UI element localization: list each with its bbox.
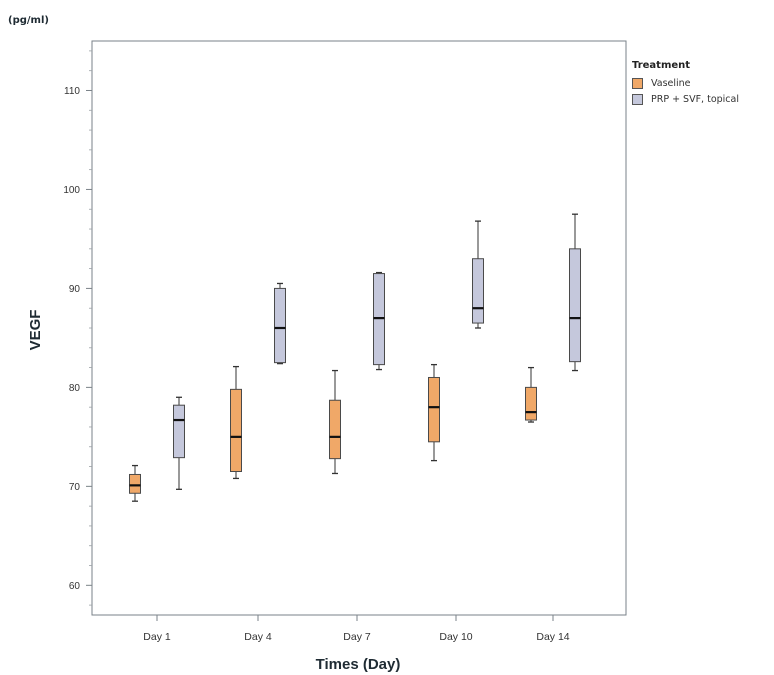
x-axis: Day 1 Day 4 Day 7 Day 10 Day 14 bbox=[143, 615, 570, 643]
box-prp-svf-day-14 bbox=[569, 213, 581, 372]
box-prp-svf-day-10 bbox=[472, 220, 484, 329]
x-tick-label: Day 4 bbox=[244, 631, 272, 643]
box-vaseline-day-10 bbox=[428, 363, 440, 462]
box-iqr bbox=[173, 404, 185, 459]
legend-item-vaseline: Vaseline bbox=[632, 75, 739, 91]
box-prp-svf-day-1 bbox=[173, 396, 185, 490]
box-iqr bbox=[274, 287, 286, 364]
x-axis-title: Times (Day) bbox=[316, 656, 401, 673]
box-series bbox=[129, 213, 581, 502]
box-vaseline-day-7 bbox=[329, 369, 341, 475]
box-iqr bbox=[230, 388, 242, 472]
x-tick-label: Day 7 bbox=[343, 631, 371, 643]
x-tick-label: Day 1 bbox=[143, 631, 171, 643]
box-iqr bbox=[472, 258, 484, 324]
y-tick-label: 90 bbox=[69, 284, 81, 295]
box-prp-svf-day-7 bbox=[373, 271, 385, 371]
legend: Treatment Vaseline PRP + SVF, topical bbox=[632, 60, 739, 107]
box-vaseline-day-14 bbox=[525, 366, 537, 423]
y-tick-label: 70 bbox=[69, 482, 81, 493]
box-vaseline-day-1 bbox=[129, 464, 141, 502]
legend-label-prp-svf: PRP + SVF, topical bbox=[651, 93, 739, 105]
box-iqr bbox=[525, 386, 537, 421]
legend-swatch-prp-svf bbox=[632, 93, 643, 105]
box-prp-svf-day-4 bbox=[274, 282, 286, 365]
legend-title: Treatment bbox=[632, 60, 691, 71]
y-tick-label: 100 bbox=[63, 185, 80, 196]
box-iqr bbox=[428, 376, 440, 443]
box-vaseline-day-4 bbox=[230, 365, 242, 480]
legend-label-vaseline: Vaseline bbox=[651, 77, 691, 89]
legend-item-prp-svf: PRP + SVF, topical bbox=[632, 91, 739, 107]
y-axis: 60 70 80 90 100 110 bbox=[63, 50, 92, 606]
y-tick-label: 60 bbox=[69, 581, 81, 592]
box-iqr bbox=[129, 473, 141, 494]
y-unit-label: (pg/ml) bbox=[8, 15, 49, 26]
y-tick-label: 80 bbox=[69, 383, 81, 394]
x-tick-label: Day 14 bbox=[536, 631, 569, 643]
box-iqr bbox=[569, 248, 581, 363]
box-iqr bbox=[329, 399, 341, 460]
plot-area-frame bbox=[91, 40, 627, 616]
y-axis-title: VEGF bbox=[27, 310, 44, 351]
y-tick-label: 110 bbox=[64, 86, 80, 97]
legend-swatch-vaseline bbox=[632, 77, 643, 89]
x-tick-label: Day 10 bbox=[439, 631, 472, 643]
